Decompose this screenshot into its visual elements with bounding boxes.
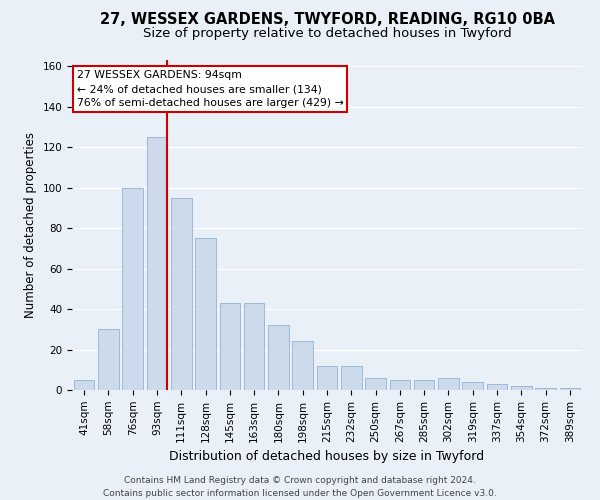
Bar	[463, 382, 483, 390]
Bar	[438, 378, 459, 390]
Bar	[195, 238, 216, 390]
Bar	[292, 342, 313, 390]
X-axis label: Distribution of detached houses by size in Twyford: Distribution of detached houses by size …	[169, 450, 485, 463]
Bar	[220, 303, 240, 390]
Bar	[268, 325, 289, 390]
Bar	[414, 380, 434, 390]
Y-axis label: Number of detached properties: Number of detached properties	[24, 132, 37, 318]
Bar	[171, 198, 191, 390]
Bar	[487, 384, 508, 390]
Bar	[511, 386, 532, 390]
Bar	[341, 366, 362, 390]
Bar	[389, 380, 410, 390]
Text: Contains HM Land Registry data © Crown copyright and database right 2024.
Contai: Contains HM Land Registry data © Crown c…	[103, 476, 497, 498]
Bar	[535, 388, 556, 390]
Bar	[98, 330, 119, 390]
Bar	[122, 188, 143, 390]
Bar	[74, 380, 94, 390]
Bar	[365, 378, 386, 390]
Bar	[560, 388, 580, 390]
Text: Size of property relative to detached houses in Twyford: Size of property relative to detached ho…	[143, 28, 511, 40]
Bar	[146, 137, 167, 390]
Text: 27 WESSEX GARDENS: 94sqm
← 24% of detached houses are smaller (134)
76% of semi-: 27 WESSEX GARDENS: 94sqm ← 24% of detach…	[77, 70, 344, 108]
Text: 27, WESSEX GARDENS, TWYFORD, READING, RG10 0BA: 27, WESSEX GARDENS, TWYFORD, READING, RG…	[100, 12, 554, 28]
Bar	[317, 366, 337, 390]
Bar	[244, 303, 265, 390]
